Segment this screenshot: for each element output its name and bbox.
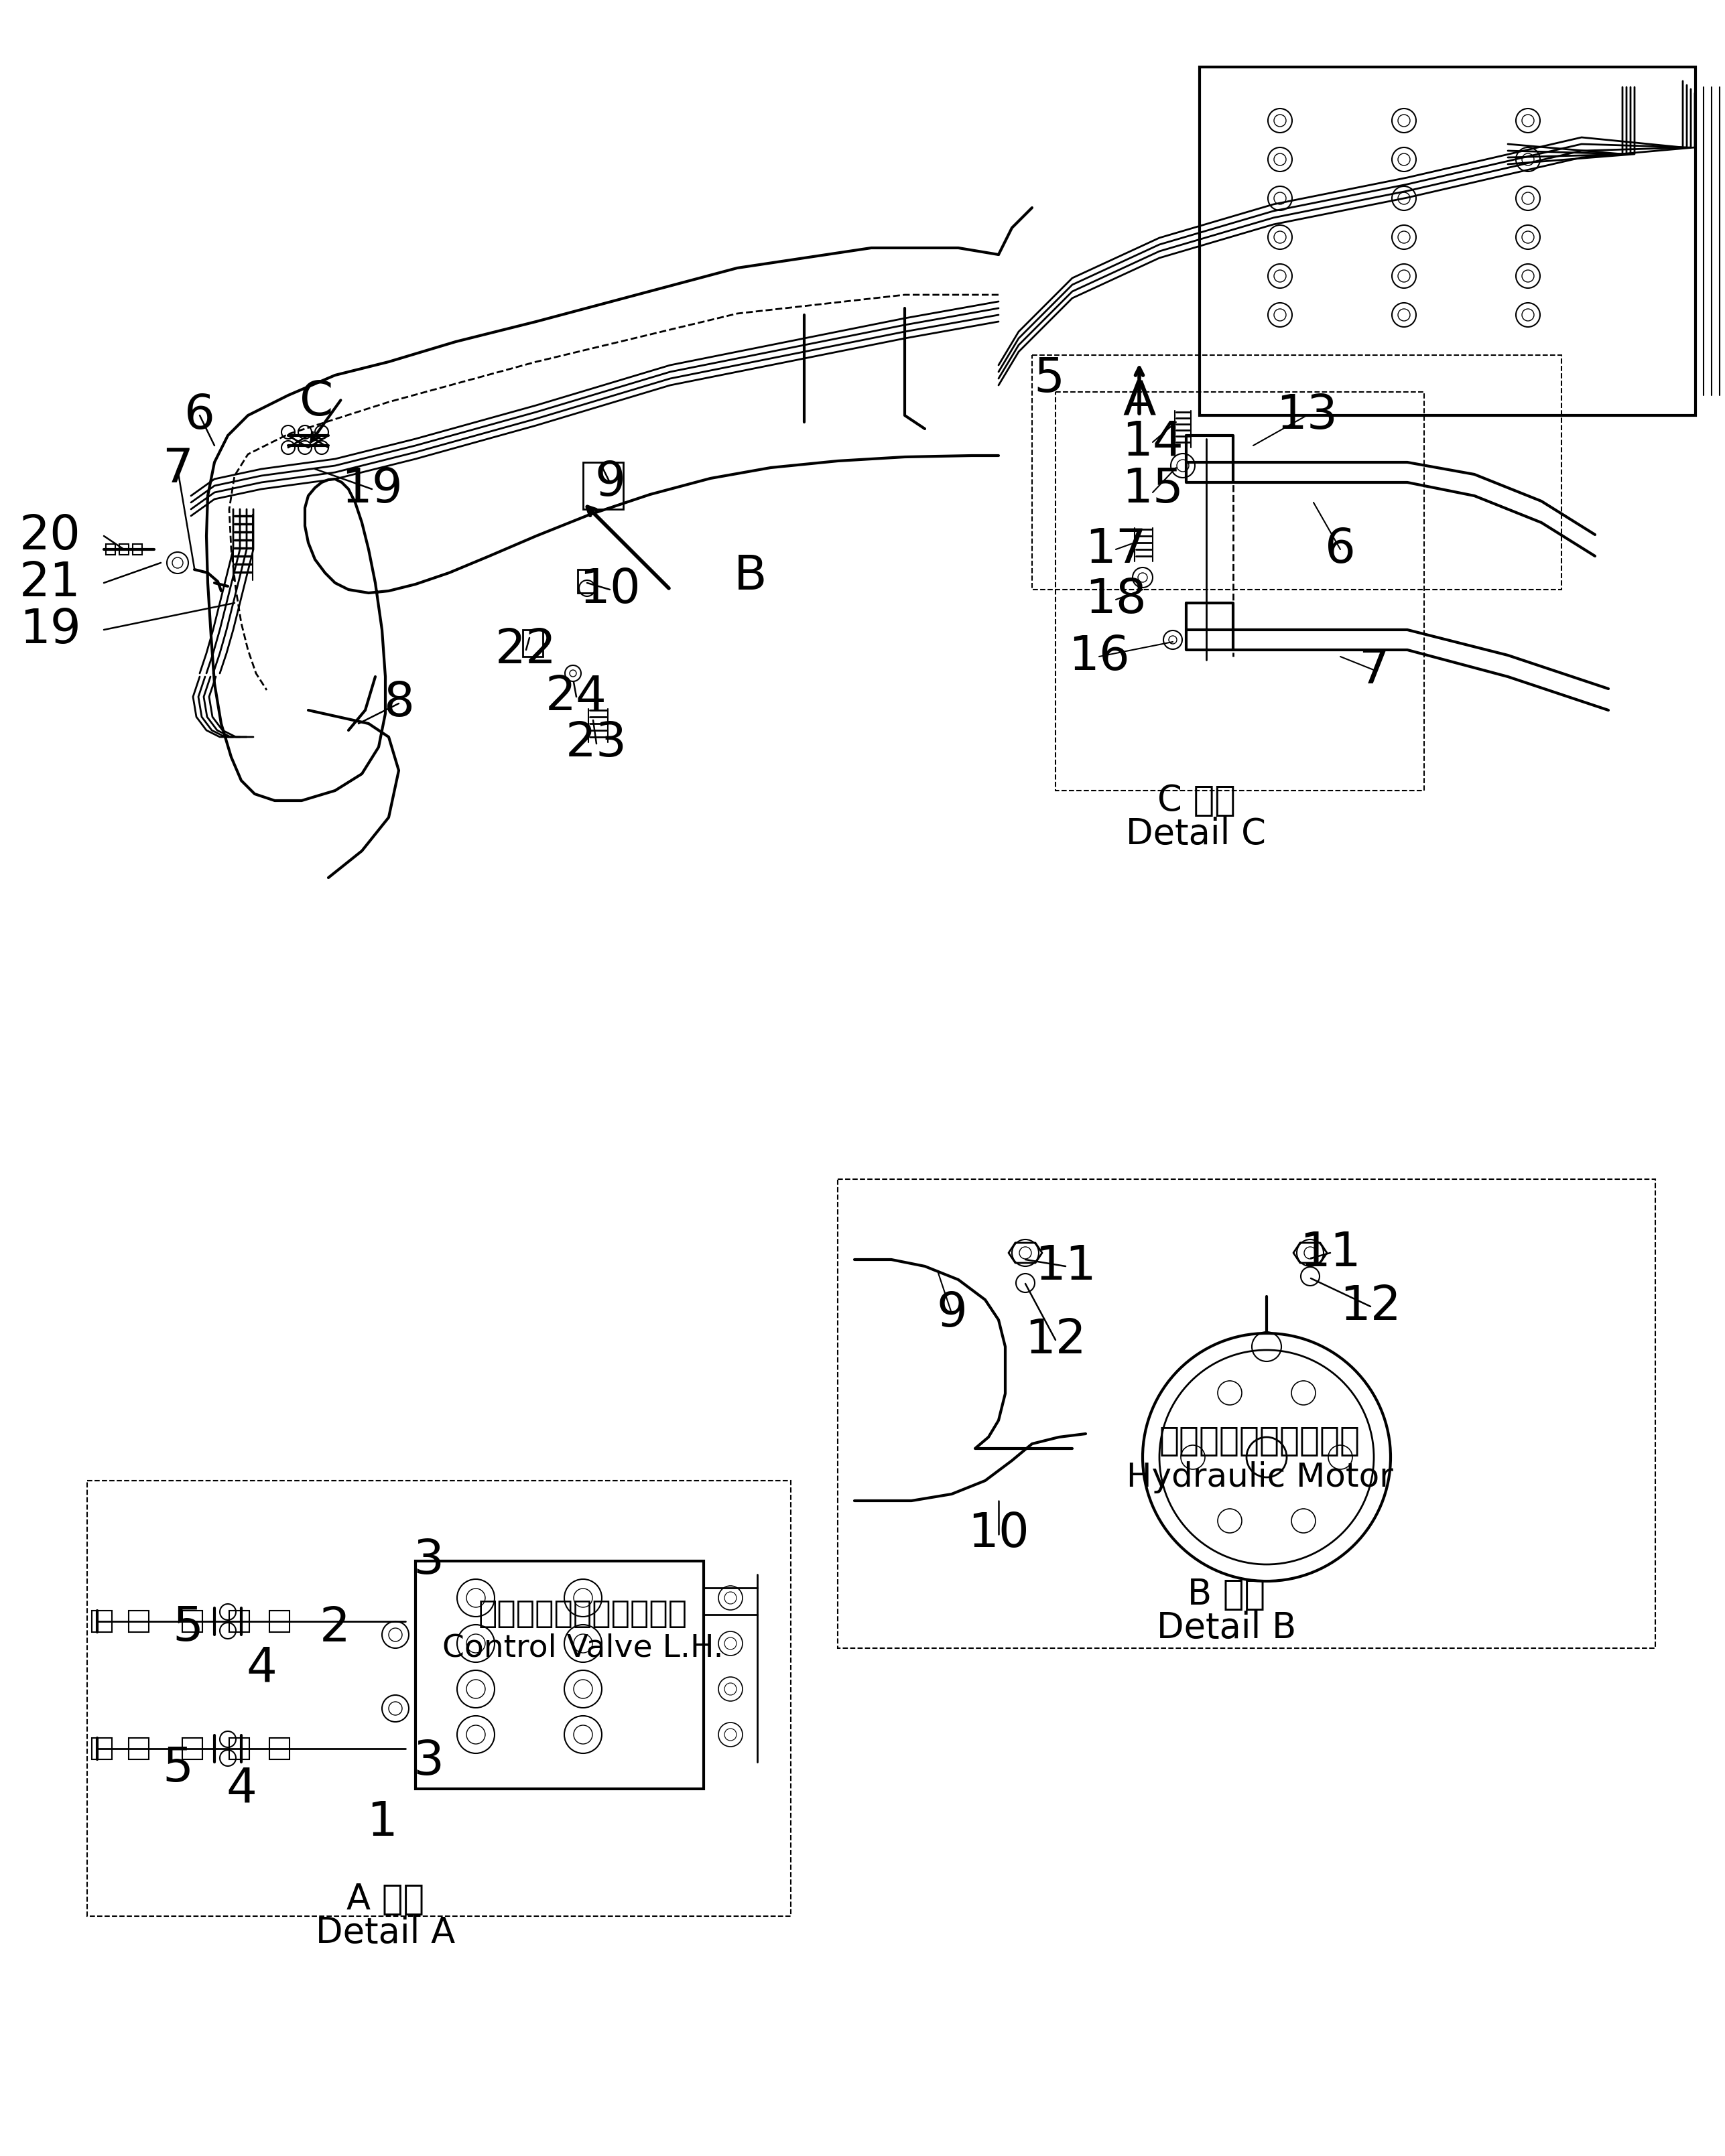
Text: Detail A: Detail A <box>316 1915 455 1951</box>
Bar <box>1032 356 1561 589</box>
Text: 19: 19 <box>19 606 81 653</box>
Text: C 詳拡: C 詳拡 <box>1157 783 1235 817</box>
Text: 11: 11 <box>1299 1229 1361 1276</box>
Text: 13: 13 <box>1276 392 1337 438</box>
Text: C: C <box>300 379 333 425</box>
Text: B 詳拡: B 詳拡 <box>1187 1578 1266 1613</box>
Text: 17: 17 <box>1085 526 1147 573</box>
Text: 1: 1 <box>367 1800 397 1846</box>
Text: 6: 6 <box>185 392 216 438</box>
Text: 10: 10 <box>580 567 640 612</box>
Text: 9: 9 <box>937 1289 968 1337</box>
Bar <box>129 1738 148 1759</box>
Text: 20: 20 <box>19 513 81 558</box>
Text: コントロールバルブ左側: コントロールバルブ左側 <box>478 1600 688 1630</box>
Text: 23: 23 <box>566 720 628 768</box>
Text: 21: 21 <box>19 561 81 606</box>
Text: 24: 24 <box>545 673 607 720</box>
Text: 5: 5 <box>173 1604 204 1651</box>
Bar <box>269 1738 290 1759</box>
Text: A 詳拡: A 詳拡 <box>347 1882 424 1917</box>
Text: 4: 4 <box>247 1645 276 1690</box>
Bar <box>229 1738 250 1759</box>
Text: Detail C: Detail C <box>1126 817 1266 852</box>
Bar <box>91 1611 112 1632</box>
Bar <box>578 569 597 593</box>
Text: 10: 10 <box>968 1511 1030 1557</box>
Text: 19: 19 <box>342 466 402 513</box>
Text: Detail B: Detail B <box>1157 1611 1295 1645</box>
Text: 7: 7 <box>1359 647 1389 692</box>
Bar <box>838 1179 1656 1647</box>
Text: 18: 18 <box>1085 576 1147 623</box>
Bar <box>183 1738 202 1759</box>
Bar <box>269 1611 290 1632</box>
Bar <box>183 1611 202 1632</box>
Bar <box>91 1738 112 1759</box>
Text: 6: 6 <box>1325 526 1356 573</box>
Bar <box>1056 392 1425 791</box>
Text: 14: 14 <box>1121 418 1183 466</box>
Text: 9: 9 <box>595 459 624 505</box>
Text: B: B <box>733 554 768 599</box>
Text: 3: 3 <box>414 1537 445 1585</box>
Text: ハイドロリックモータ: ハイドロリックモータ <box>1159 1425 1361 1457</box>
Bar <box>583 461 623 509</box>
Text: 3: 3 <box>414 1740 445 1785</box>
Bar <box>119 543 129 554</box>
Bar <box>105 543 116 554</box>
Text: 4: 4 <box>226 1766 257 1811</box>
Text: 7: 7 <box>162 446 193 492</box>
Bar <box>229 1611 250 1632</box>
Text: 5: 5 <box>1033 356 1064 401</box>
Bar <box>133 543 141 554</box>
Text: 12: 12 <box>1025 1317 1087 1363</box>
Text: 22: 22 <box>495 627 557 673</box>
Text: 12: 12 <box>1340 1283 1401 1330</box>
Text: A: A <box>1123 379 1156 425</box>
Text: 11: 11 <box>1035 1244 1097 1289</box>
Bar <box>129 1611 148 1632</box>
Text: 5: 5 <box>162 1746 193 1792</box>
Bar <box>88 1481 790 1917</box>
Text: Control Valve L.H.: Control Valve L.H. <box>442 1632 724 1662</box>
Bar <box>1199 67 1696 416</box>
Text: 8: 8 <box>383 681 414 727</box>
Bar <box>416 1561 704 1789</box>
Text: Hydraulic Motor: Hydraulic Motor <box>1126 1462 1394 1494</box>
Text: 2: 2 <box>319 1604 350 1651</box>
Text: 16: 16 <box>1068 634 1130 679</box>
Bar <box>523 630 543 658</box>
Text: 15: 15 <box>1121 466 1183 513</box>
